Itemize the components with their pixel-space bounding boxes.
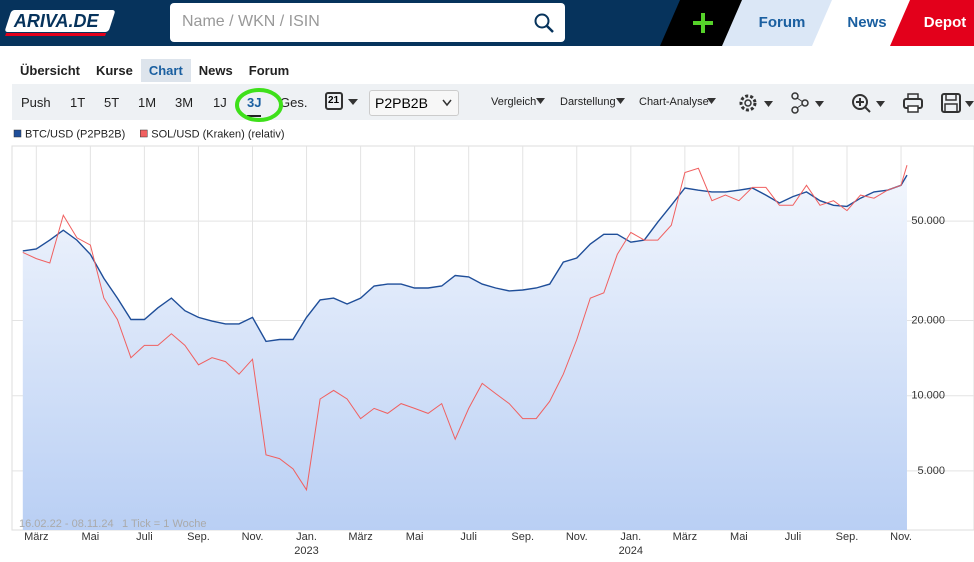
nav-item[interactable]: News — [198, 63, 233, 78]
period[interactable]: 3M — [175, 95, 194, 110]
x-tick-label: Nov. — [890, 531, 912, 543]
period[interactable]: 1M — [138, 95, 157, 110]
menu[interactable]: Chart-Analyse — [639, 96, 709, 108]
x-tick-label: Juli — [460, 531, 477, 543]
tab-label: News — [847, 14, 887, 31]
nav-item[interactable]: Forum — [248, 63, 290, 78]
x-tick-label: März — [348, 531, 372, 543]
search-icon — [534, 13, 554, 33]
x-tick-label: Juli — [785, 531, 802, 543]
nav-item[interactable]: Übersicht — [20, 63, 80, 78]
x-tick-label: Jan. — [620, 531, 641, 543]
period[interactable]: 1J — [213, 95, 227, 110]
period-active[interactable]: 3J — [247, 95, 262, 110]
line — [22, 165, 908, 492]
year-label: 2024 — [619, 545, 643, 557]
period[interactable]: Push — [21, 95, 51, 110]
calendar-icon[interactable]: 21 — [325, 92, 343, 110]
x-tick-label: Mai — [406, 531, 424, 543]
nav-item[interactable]: Kurse — [95, 63, 133, 78]
x-tick-label: Sep. — [836, 531, 859, 543]
tab-label: Forum — [758, 14, 806, 31]
x-tick-label: Sep. — [187, 531, 210, 543]
x-tick-label: Juli — [136, 531, 153, 543]
menu[interactable]: Darstellung — [560, 96, 616, 108]
search-placeholder: Name / WKN / ISIN — [182, 13, 320, 30]
x-tick-label: Mai — [81, 531, 99, 543]
tool-icons[interactable] — [738, 92, 974, 114]
tick-text: 1 Tick = 1 Woche — [122, 518, 206, 530]
search-box[interactable]: Name / WKN / ISIN — [170, 3, 565, 42]
exchange-label: P2PB2B — [375, 95, 428, 111]
y-tick-label: 5.000 — [917, 465, 945, 477]
logo-text: ARIVA.DE — [13, 11, 99, 31]
highlight-circle — [235, 88, 283, 122]
menu[interactable]: Vergleich — [491, 96, 537, 108]
calendar-day: 21 — [328, 95, 340, 106]
line — [22, 174, 908, 343]
legend-swatch — [13, 129, 22, 138]
period[interactable]: 5T — [104, 95, 120, 110]
nav: Übersicht Kurse Chart News Forum — [12, 59, 297, 84]
add-button[interactable] — [690, 11, 716, 35]
period[interactable]: Ges. — [280, 95, 308, 110]
x-tick-label: Jan. — [296, 531, 317, 543]
header: ARIVA.DE Name / WKN / ISIN Forum News De… — [0, 0, 974, 46]
y-tick-label: 10.000 — [911, 390, 945, 402]
area — [22, 175, 908, 530]
y-tick-label: 20.000 — [911, 314, 945, 326]
toolbar: Push 1T 5T 1M 3M 1J 3J Ges. 21 P2PB2B Ve… — [12, 84, 974, 122]
logo[interactable]: ARIVA.DE — [4, 10, 116, 36]
year-label: 2023 — [294, 545, 318, 557]
chart: 16.02.22 - 08.11.24 1 Tick = 1 Woche 5.0… — [11, 128, 974, 557]
nav-item[interactable]: Chart — [140, 59, 191, 82]
period[interactable]: 1T — [70, 95, 86, 110]
y-tick-label: 50.000 — [911, 215, 945, 227]
legend-label: SOL/USD (Kraken) (relativ) — [151, 128, 284, 140]
x-tick-label: März — [673, 531, 697, 543]
caret — [348, 99, 358, 105]
legend-label: BTC/USD (P2PB2B) — [25, 128, 125, 140]
tab-label: Depot — [923, 14, 967, 31]
x-tick-label: Nov. — [242, 531, 264, 543]
x-tick-label: März — [24, 531, 48, 543]
range-text: 16.02.22 - 08.11.24 — [19, 518, 114, 530]
legend-swatch — [140, 129, 148, 138]
x-tick-label: Mai — [730, 531, 748, 543]
x-tick-label: Nov. — [566, 531, 588, 543]
x-tick-label: Sep. — [511, 531, 534, 543]
exchange-select[interactable]: P2PB2B — [369, 90, 459, 116]
